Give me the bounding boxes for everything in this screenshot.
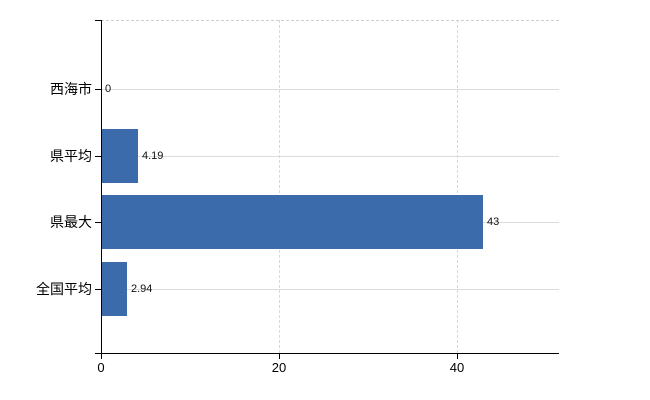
- h-gridline: [101, 155, 559, 157]
- v-gridline: [457, 20, 458, 353]
- x-axis-tick: [457, 354, 458, 359]
- y-axis-tick: [95, 20, 101, 21]
- x-axis-tick: [101, 354, 102, 359]
- plot-area: 0 4.19 43 2.94: [101, 20, 559, 353]
- bar-1: [101, 128, 138, 183]
- bar-value-label: 43: [487, 216, 500, 228]
- x-axis-tick: [279, 354, 280, 359]
- bar-value-label: 2.94: [131, 282, 153, 295]
- category-label-3: 全国平均: [36, 280, 92, 297]
- bar-2: [101, 195, 483, 249]
- y-axis-tick: [95, 288, 101, 290]
- y-axis-tick: [95, 155, 101, 157]
- x-tick-label-2: 40: [449, 360, 465, 375]
- v-gridline: [279, 20, 280, 353]
- x-axis-line: [95, 353, 559, 354]
- y-axis-line: [101, 20, 102, 354]
- category-label-1: 県平均: [50, 147, 92, 164]
- h-gridline: [101, 288, 559, 290]
- x-tick-label-0: 0: [97, 360, 105, 375]
- plot-top-border: [101, 20, 559, 21]
- y-axis-tick: [95, 222, 101, 223]
- category-label-2: 県最大: [50, 214, 92, 230]
- y-axis-tick: [95, 89, 101, 90]
- h-gridline: [101, 89, 559, 90]
- category-label-0: 西海市: [50, 81, 92, 97]
- bar-value-label: 4.19: [142, 149, 164, 162]
- bar-3: [101, 261, 127, 316]
- bar-value-label: 0: [105, 83, 112, 95]
- x-tick-label-1: 20: [271, 360, 287, 375]
